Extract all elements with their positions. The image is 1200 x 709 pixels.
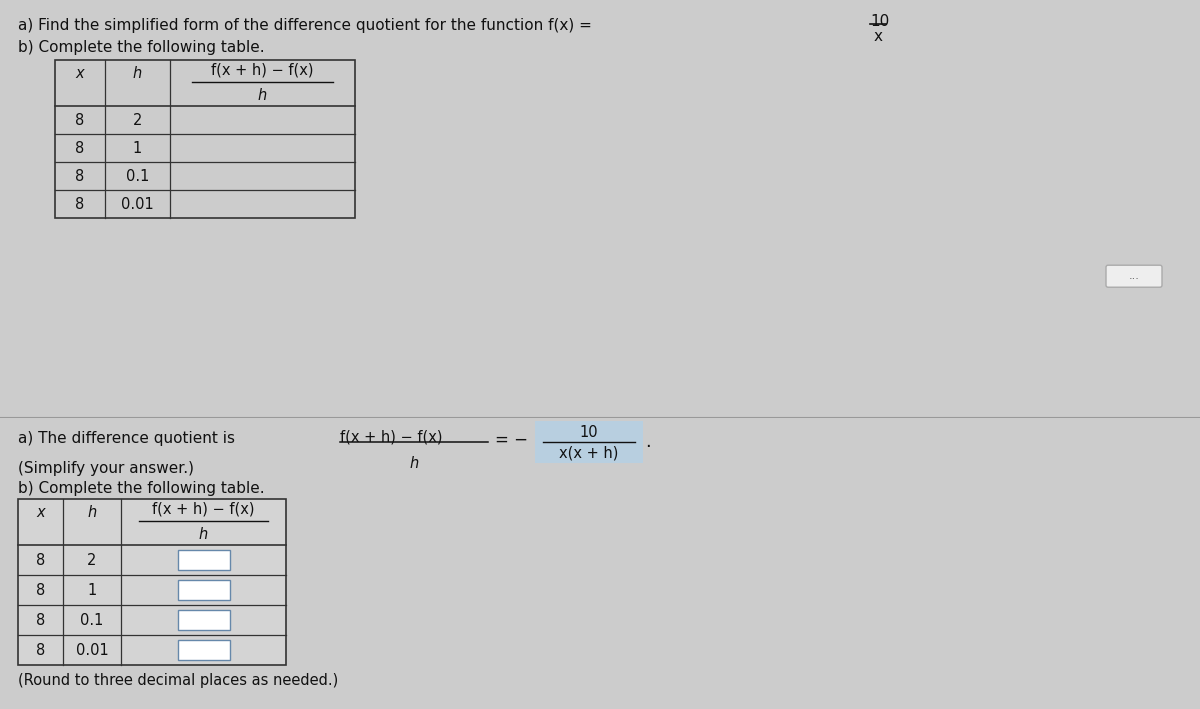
Text: f(x + h) − f(x): f(x + h) − f(x) <box>211 62 313 77</box>
Text: 8: 8 <box>76 140 85 155</box>
Text: x: x <box>874 29 883 44</box>
Text: 8: 8 <box>36 583 46 598</box>
Text: 0.01: 0.01 <box>76 642 108 657</box>
Bar <box>18 499 286 665</box>
Text: h: h <box>258 88 268 103</box>
Text: 8: 8 <box>36 642 46 657</box>
Text: 1: 1 <box>88 583 97 598</box>
Text: 8: 8 <box>76 169 85 184</box>
Text: h: h <box>133 65 142 81</box>
Text: 2: 2 <box>133 113 142 128</box>
Text: f(x + h) − f(x): f(x + h) − f(x) <box>152 502 254 517</box>
Bar <box>178 610 229 630</box>
Text: h: h <box>199 527 208 542</box>
Text: 10: 10 <box>870 14 889 29</box>
Text: x: x <box>76 65 84 81</box>
Text: b) Complete the following table.: b) Complete the following table. <box>18 481 265 496</box>
Text: 2: 2 <box>88 552 97 568</box>
Text: 1: 1 <box>133 140 142 155</box>
Text: 0.01: 0.01 <box>121 196 154 212</box>
Text: h: h <box>409 457 419 471</box>
FancyBboxPatch shape <box>1106 265 1162 287</box>
Text: 8: 8 <box>36 552 46 568</box>
Text: x(x + h): x(x + h) <box>559 446 619 461</box>
Text: h: h <box>88 505 97 520</box>
Bar <box>55 60 355 218</box>
Text: .: . <box>646 433 650 452</box>
Text: 8: 8 <box>76 113 85 128</box>
Text: (Simplify your answer.): (Simplify your answer.) <box>18 462 194 476</box>
Text: (Round to three decimal places as needed.): (Round to three decimal places as needed… <box>18 673 338 688</box>
Text: ...: ... <box>1128 272 1140 281</box>
Text: a) The difference quotient is: a) The difference quotient is <box>18 431 235 446</box>
Bar <box>535 421 643 463</box>
Text: 8: 8 <box>76 196 85 212</box>
Text: 0.1: 0.1 <box>80 613 103 627</box>
Text: = −: = − <box>496 431 528 450</box>
Bar <box>178 550 229 570</box>
Text: 8: 8 <box>36 613 46 627</box>
Bar <box>178 640 229 660</box>
Text: 0.1: 0.1 <box>126 169 149 184</box>
Bar <box>178 580 229 600</box>
Text: x: x <box>36 505 44 520</box>
Text: 10: 10 <box>580 425 599 440</box>
Text: b) Complete the following table.: b) Complete the following table. <box>18 40 265 55</box>
Text: a) Find the simplified form of the difference quotient for the function f(x) =: a) Find the simplified form of the diffe… <box>18 18 592 33</box>
Text: f(x + h) − f(x): f(x + h) − f(x) <box>340 429 443 445</box>
